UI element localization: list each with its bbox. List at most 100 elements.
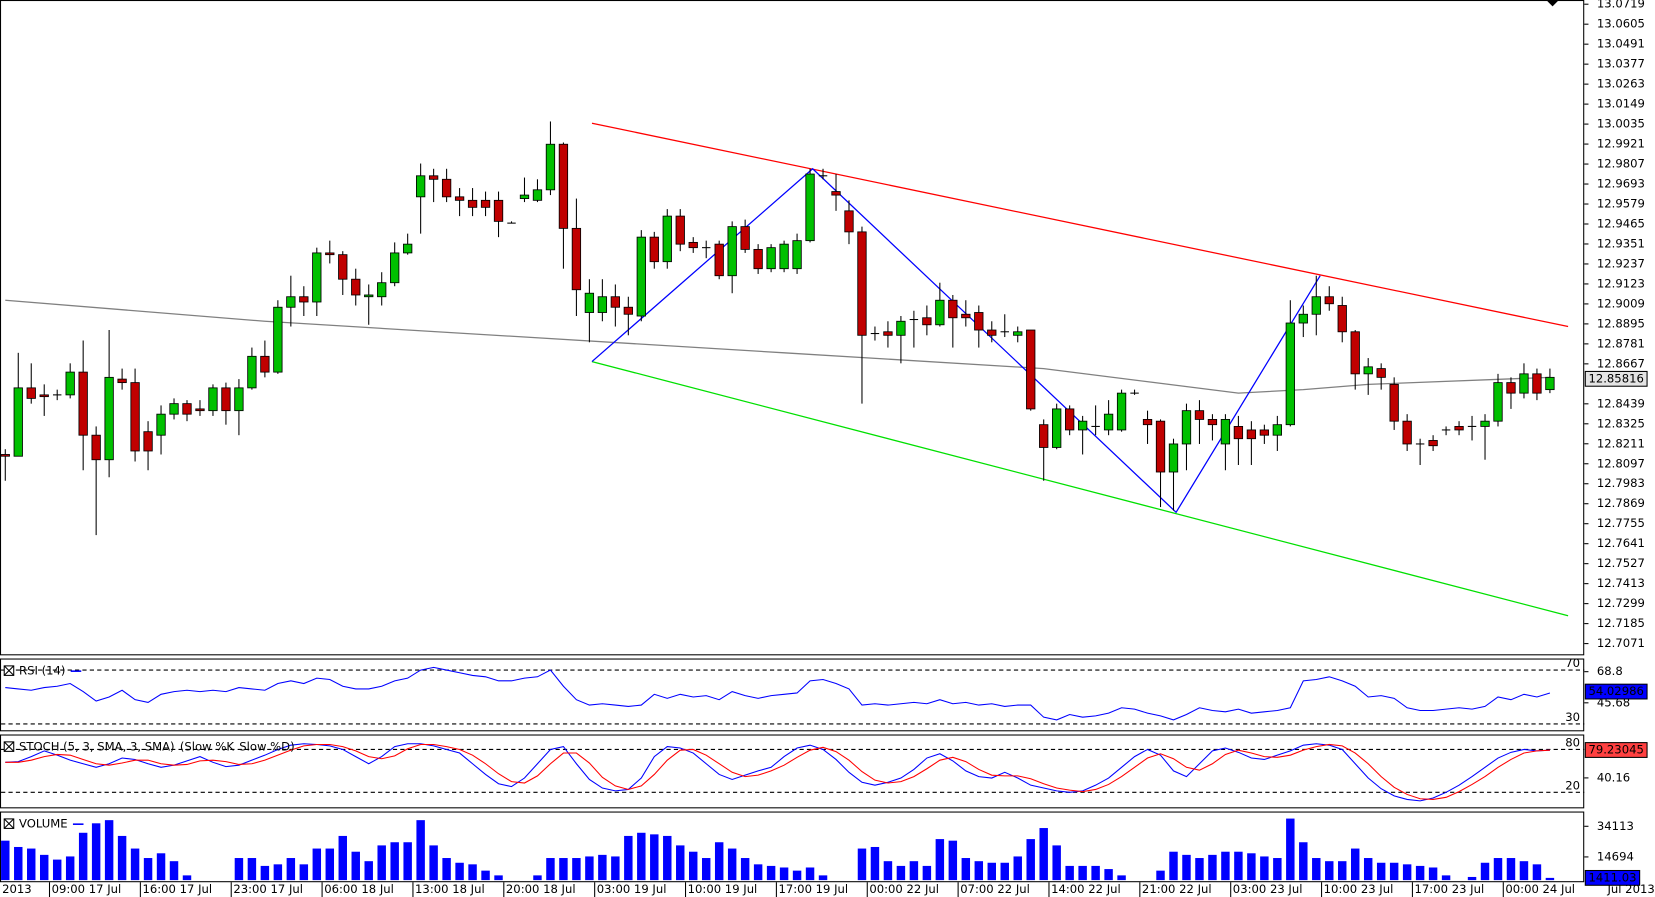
candle-body bbox=[1389, 383, 1399, 422]
candle-body bbox=[662, 215, 672, 263]
volume-bar bbox=[1273, 858, 1282, 881]
candle-body bbox=[364, 294, 374, 298]
volume-bar bbox=[1117, 875, 1126, 881]
x-tick-label: 16:00 17 Jul bbox=[142, 882, 212, 896]
candle-body bbox=[1207, 418, 1218, 426]
period-start-label: 2013 bbox=[2, 882, 32, 896]
volume-bar bbox=[403, 842, 412, 881]
candle-body bbox=[558, 143, 569, 229]
volume-bar bbox=[676, 845, 685, 881]
candle-body bbox=[0, 454, 10, 457]
volume-bar bbox=[416, 820, 425, 881]
candle-body bbox=[1168, 443, 1179, 473]
volume-bar bbox=[429, 845, 438, 881]
candle-body bbox=[584, 292, 595, 313]
candle-body bbox=[1428, 440, 1438, 447]
volume-bar bbox=[1156, 870, 1165, 881]
volume-bar bbox=[1234, 851, 1243, 881]
candle-body bbox=[571, 227, 582, 291]
candle-body bbox=[65, 371, 75, 396]
y-tick-label: 12.9237 bbox=[1597, 256, 1645, 270]
volume-bar bbox=[585, 856, 594, 881]
candle-body bbox=[883, 331, 893, 336]
volume-bar bbox=[701, 858, 711, 881]
volume-bar bbox=[234, 858, 244, 881]
candle-body bbox=[545, 143, 556, 191]
candle-body bbox=[1402, 420, 1412, 445]
candle-body bbox=[1181, 410, 1192, 445]
trend-line bbox=[591, 360, 1569, 617]
y-tick-label: 13.0263 bbox=[1597, 77, 1645, 91]
candle-body bbox=[1493, 382, 1503, 422]
candle-body bbox=[1103, 413, 1114, 431]
y-tick-label: 14694 bbox=[1597, 849, 1634, 863]
candle-body bbox=[143, 431, 153, 452]
candle-body bbox=[1142, 418, 1153, 426]
volume-bar bbox=[1299, 842, 1308, 881]
y-tick-label: 13.0491 bbox=[1597, 37, 1645, 51]
volume-bar bbox=[442, 858, 451, 881]
volume-bar bbox=[689, 851, 698, 881]
candle-body bbox=[299, 296, 309, 303]
candle-body bbox=[844, 210, 854, 233]
volume-bar bbox=[455, 862, 464, 881]
candle-body bbox=[441, 178, 452, 198]
x-tick-label: 13:00 18 Jul bbox=[415, 882, 485, 896]
menu-arrow[interactable] bbox=[1546, 0, 1559, 7]
candle-body bbox=[1545, 376, 1555, 391]
volume-bar bbox=[663, 835, 672, 881]
volume-bar bbox=[273, 864, 283, 881]
y-tick-label: 12.7755 bbox=[1597, 516, 1645, 530]
candle-body bbox=[935, 299, 945, 326]
x-tick-label: 03:00 23 Jul bbox=[1233, 882, 1303, 896]
candle-body bbox=[636, 236, 646, 317]
candle-body bbox=[857, 231, 867, 336]
candle-body bbox=[493, 199, 504, 222]
volume-bar bbox=[559, 858, 568, 881]
level-label: 30 bbox=[1565, 710, 1580, 724]
candle-body bbox=[428, 175, 439, 180]
last-value-label: 54.02986 bbox=[1588, 684, 1643, 698]
y-tick-label: 12.7869 bbox=[1597, 496, 1645, 510]
volume-bar bbox=[65, 856, 75, 881]
y-tick-label: 40.16 bbox=[1597, 770, 1630, 784]
volume-bar bbox=[156, 853, 166, 881]
volume-bar bbox=[533, 875, 542, 881]
volume-bar bbox=[1493, 858, 1503, 881]
candle-body bbox=[208, 387, 218, 412]
volume-bar bbox=[299, 864, 309, 881]
volume-bar bbox=[1376, 862, 1386, 881]
candle-body bbox=[1065, 408, 1075, 431]
rsi-panel-frame bbox=[0, 658, 1585, 732]
candle-body bbox=[740, 226, 750, 250]
volume-bar bbox=[611, 856, 620, 881]
volume-bar bbox=[1026, 839, 1035, 881]
y-tick-label: 12.8097 bbox=[1597, 456, 1645, 470]
y-tick-label: 12.9123 bbox=[1597, 276, 1645, 290]
legend-checkbox-cross bbox=[3, 665, 15, 676]
volume-bar bbox=[1441, 875, 1451, 881]
volume-bar bbox=[27, 848, 36, 881]
y-tick-label: 12.7413 bbox=[1597, 576, 1645, 590]
candle-body bbox=[1298, 313, 1308, 324]
candle-body bbox=[766, 247, 776, 270]
legend-checkbox-cross bbox=[3, 741, 15, 752]
volume-bar bbox=[922, 865, 932, 881]
volume-bar bbox=[1091, 865, 1100, 881]
last-value-box bbox=[1584, 869, 1641, 886]
last-value-box bbox=[1584, 683, 1648, 700]
candle-body bbox=[1039, 424, 1049, 448]
candle-body bbox=[831, 191, 841, 196]
volume-bar bbox=[1480, 862, 1490, 881]
volume-bar bbox=[792, 870, 802, 881]
volume-bar bbox=[377, 845, 386, 881]
volume-bar bbox=[325, 848, 335, 881]
candle-body bbox=[1311, 296, 1321, 315]
volume-bar bbox=[766, 865, 776, 881]
volume-bar bbox=[130, 848, 140, 881]
candle-body bbox=[948, 299, 958, 319]
volume-bar bbox=[14, 846, 23, 881]
indicator-title: STOCH (5, 3, SMA, 3, SMA) bbox=[19, 740, 175, 754]
indicator-line bbox=[5, 743, 1550, 802]
